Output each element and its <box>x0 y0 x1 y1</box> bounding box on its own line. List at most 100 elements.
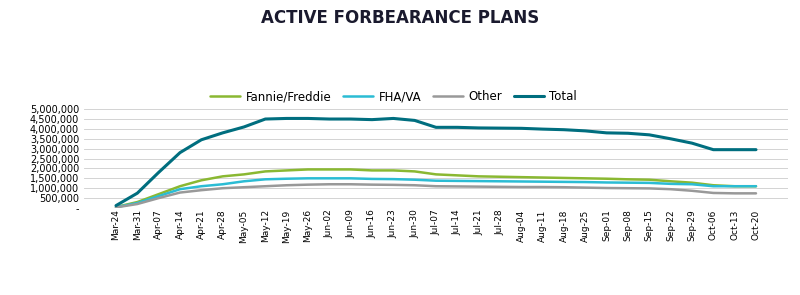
FHA/VA <box>538 180 547 183</box>
Total <box>346 117 355 121</box>
Total <box>495 126 505 130</box>
Fannie/Freddie <box>602 177 611 181</box>
Fannie/Freddie <box>389 169 398 172</box>
Fannie/Freddie <box>303 168 313 171</box>
FHA/VA <box>282 177 291 181</box>
Total <box>474 126 483 130</box>
Other <box>602 186 611 190</box>
FHA/VA <box>517 180 526 183</box>
Other <box>453 185 462 188</box>
FHA/VA <box>559 180 569 184</box>
Total <box>303 117 313 120</box>
Other <box>645 187 654 190</box>
FHA/VA <box>581 180 590 184</box>
Total <box>431 126 441 129</box>
Total <box>133 191 142 195</box>
FHA/VA <box>389 177 398 181</box>
Other <box>346 183 355 186</box>
Total <box>602 131 611 135</box>
Fannie/Freddie <box>730 184 739 188</box>
Total <box>581 129 590 133</box>
Other <box>154 196 163 200</box>
Total <box>218 131 227 135</box>
Other <box>581 186 590 189</box>
Other <box>495 185 505 189</box>
Total <box>197 138 206 142</box>
Fannie/Freddie <box>367 169 377 172</box>
Other <box>367 183 377 186</box>
FHA/VA <box>239 180 249 183</box>
Total <box>709 148 718 151</box>
FHA/VA <box>133 201 142 205</box>
Other <box>325 183 334 186</box>
Fannie/Freddie <box>154 192 163 196</box>
Other <box>175 191 185 194</box>
Other <box>623 186 633 190</box>
Fannie/Freddie <box>111 205 121 209</box>
Fannie/Freddie <box>325 168 334 171</box>
Text: ACTIVE FORBEARANCE PLANS: ACTIVE FORBEARANCE PLANS <box>261 9 539 27</box>
Fannie/Freddie <box>517 175 526 179</box>
Total <box>111 204 121 207</box>
Other <box>239 186 249 189</box>
Line: Total: Total <box>116 118 756 206</box>
Fannie/Freddie <box>431 173 441 176</box>
Fannie/Freddie <box>239 173 249 176</box>
Line: Other: Other <box>116 184 756 207</box>
Total <box>261 117 270 121</box>
Fannie/Freddie <box>218 175 227 178</box>
FHA/VA <box>623 181 633 184</box>
Fannie/Freddie <box>346 168 355 171</box>
Fannie/Freddie <box>559 176 569 180</box>
FHA/VA <box>687 183 697 186</box>
Fannie/Freddie <box>581 176 590 180</box>
Fannie/Freddie <box>261 170 270 173</box>
FHA/VA <box>261 178 270 181</box>
Fannie/Freddie <box>410 170 419 173</box>
FHA/VA <box>602 181 611 184</box>
Line: FHA/VA: FHA/VA <box>116 178 756 207</box>
FHA/VA <box>111 205 121 209</box>
Other <box>431 184 441 188</box>
Other <box>133 202 142 206</box>
Fannie/Freddie <box>453 173 462 177</box>
Fannie/Freddie <box>538 176 547 179</box>
Total <box>666 137 675 141</box>
FHA/VA <box>367 177 377 181</box>
FHA/VA <box>346 176 355 180</box>
Other <box>111 206 121 209</box>
Fannie/Freddie <box>282 169 291 172</box>
FHA/VA <box>325 176 334 180</box>
Total <box>410 119 419 122</box>
FHA/VA <box>709 184 718 188</box>
Other <box>751 191 761 195</box>
Other <box>666 187 675 191</box>
FHA/VA <box>666 182 675 186</box>
Other <box>410 183 419 187</box>
Total <box>453 126 462 129</box>
Other <box>687 189 697 193</box>
Other <box>261 184 270 188</box>
FHA/VA <box>645 181 654 185</box>
Other <box>538 185 547 189</box>
Other <box>474 185 483 189</box>
Fannie/Freddie <box>474 175 483 178</box>
Total <box>389 117 398 120</box>
Line: Fannie/Freddie: Fannie/Freddie <box>116 169 756 207</box>
Other <box>197 189 206 192</box>
Fannie/Freddie <box>175 184 185 188</box>
Total <box>282 117 291 120</box>
Total <box>623 132 633 135</box>
FHA/VA <box>474 179 483 183</box>
Other <box>218 186 227 190</box>
Legend: Fannie/Freddie, FHA/VA, Other, Total: Fannie/Freddie, FHA/VA, Other, Total <box>206 86 582 108</box>
Total <box>559 128 569 132</box>
Total <box>175 151 185 154</box>
Other <box>559 186 569 189</box>
FHA/VA <box>197 184 206 188</box>
FHA/VA <box>495 180 505 183</box>
Total <box>751 148 761 151</box>
Total <box>239 125 249 129</box>
FHA/VA <box>410 178 419 181</box>
Total <box>730 148 739 151</box>
